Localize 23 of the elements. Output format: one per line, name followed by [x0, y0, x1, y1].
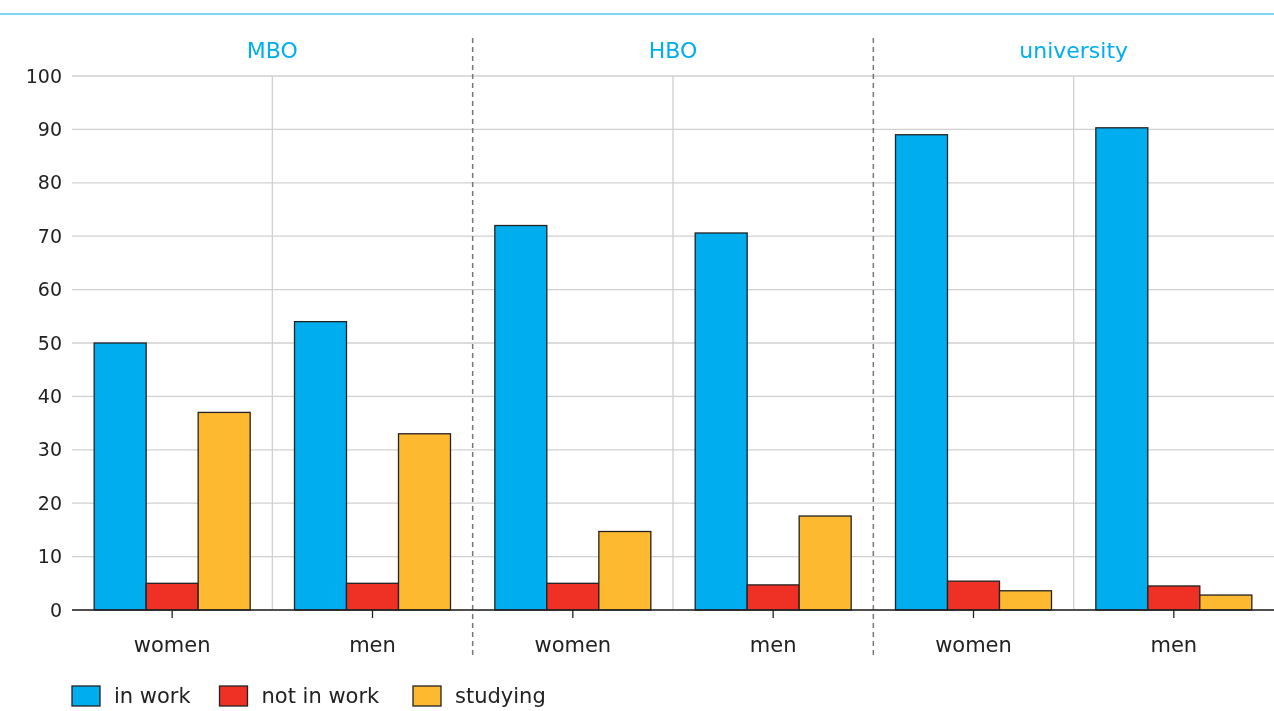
y-tick-label: 50	[37, 331, 62, 354]
legend-label: studying	[455, 684, 546, 709]
y-tick-label: 90	[37, 118, 62, 141]
legend-label: not in work	[261, 684, 381, 709]
y-tick-label: 40	[37, 385, 62, 408]
y-tick-label: 60	[37, 278, 62, 301]
y-tick-label: 0	[49, 598, 62, 621]
y-tick-label: 100	[25, 64, 62, 87]
text: MBO	[246, 38, 298, 63]
y-tick-label: 80	[37, 171, 62, 194]
x-tick-label: men	[349, 633, 396, 657]
legend-label: in work	[114, 684, 192, 709]
x-tick-label: women	[534, 633, 612, 657]
y-tick-label: 10	[37, 545, 62, 568]
x-tick-label: women	[935, 633, 1012, 657]
x-tick-label: men	[1150, 633, 1198, 657]
x-tick-label: men	[749, 633, 797, 657]
y-tick-label: 30	[37, 438, 62, 461]
y-tick-label: 70	[37, 224, 62, 247]
y-tick-label: 20	[37, 491, 62, 514]
x-tick-label: women	[133, 633, 211, 657]
text: university	[1019, 38, 1129, 63]
text: HBO	[648, 38, 698, 63]
